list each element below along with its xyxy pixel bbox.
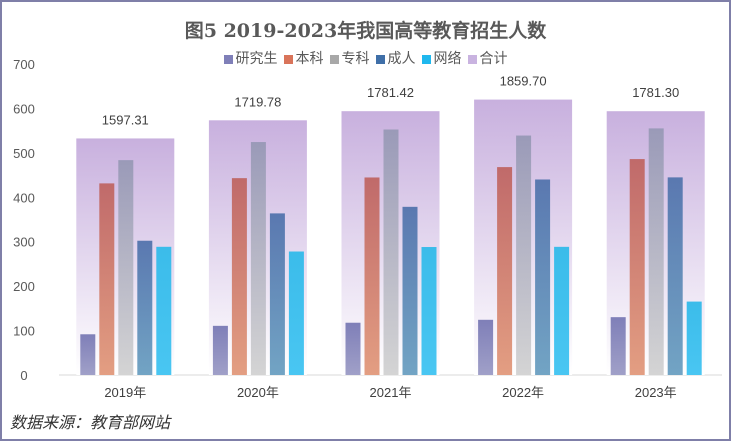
bar-本科	[497, 167, 513, 375]
x-tick-label: 2019年	[104, 385, 146, 400]
bar-成人	[137, 240, 153, 375]
y-tick-label: 500	[13, 146, 35, 161]
bar-专科	[383, 129, 399, 375]
bar-成人	[535, 179, 551, 375]
bar-网络	[156, 246, 172, 375]
legend-item: 本科	[283, 48, 324, 68]
bar-研究生	[610, 317, 626, 375]
chart-title: 图5 2019-2023年我国高等教育招生人数	[184, 20, 547, 42]
bar-专科	[516, 135, 532, 375]
legend-swatch	[329, 54, 339, 64]
y-tick-label: 0	[20, 368, 27, 383]
bar-网络	[421, 247, 437, 375]
bar-本科	[99, 183, 115, 375]
x-tick-label: 2020年	[237, 385, 279, 400]
y-tick-label: 700	[13, 57, 35, 72]
legend-label: 合计	[479, 50, 508, 66]
legend-item: 成人	[375, 48, 416, 68]
total-data-label: 1719.78	[234, 94, 281, 109]
bar-研究生	[80, 334, 96, 375]
total-data-label: 1597.31	[102, 112, 149, 127]
legend-label: 成人	[387, 50, 416, 66]
bar-网络	[288, 251, 304, 375]
legend-label: 网络	[433, 50, 462, 66]
legend-swatch	[283, 54, 293, 64]
legend-swatch	[467, 54, 477, 64]
y-tick-label: 600	[13, 101, 35, 116]
x-tick-label: 2021年	[370, 385, 412, 400]
legend-swatch	[421, 54, 431, 64]
x-tick-label: 2023年	[635, 385, 677, 400]
bar-专科	[118, 160, 134, 375]
source-note: 数据来源：教育部网站	[10, 413, 171, 432]
bar-研究生	[345, 322, 361, 375]
y-tick-label: 300	[13, 235, 35, 250]
bar-本科	[629, 159, 645, 375]
bar-成人	[667, 177, 683, 375]
bar-本科	[364, 177, 380, 375]
x-tick-label: 2022年	[502, 385, 544, 400]
bar-专科	[250, 142, 266, 375]
bar-网络	[554, 246, 570, 375]
total-data-label: 1859.70	[500, 74, 547, 89]
y-tick-label: 400	[13, 190, 35, 205]
y-tick-label: 100	[13, 324, 35, 339]
legend-swatch	[375, 54, 385, 64]
y-tick-label: 200	[13, 279, 35, 294]
legend-item: 合计	[467, 48, 508, 68]
total-data-label: 1781.42	[367, 85, 414, 100]
legend-item: 专科	[329, 48, 370, 68]
legend-label: 本科	[295, 50, 324, 66]
legend-label: 专科	[341, 50, 370, 66]
bar-研究生	[478, 319, 494, 375]
bar-成人	[269, 213, 285, 375]
legend-swatch	[223, 54, 233, 64]
legend: 研究生 本科 专科 成人 网络 合计	[2, 48, 729, 68]
total-data-label: 1781.30	[632, 85, 679, 100]
bar-网络	[686, 301, 702, 375]
bar-研究生	[212, 325, 228, 375]
bar-成人	[402, 206, 418, 375]
bar-专科	[648, 128, 664, 375]
legend-item: 网络	[421, 48, 462, 68]
bar-本科	[231, 178, 247, 375]
legend-item: 研究生	[223, 48, 278, 68]
legend-label: 研究生	[235, 50, 278, 66]
